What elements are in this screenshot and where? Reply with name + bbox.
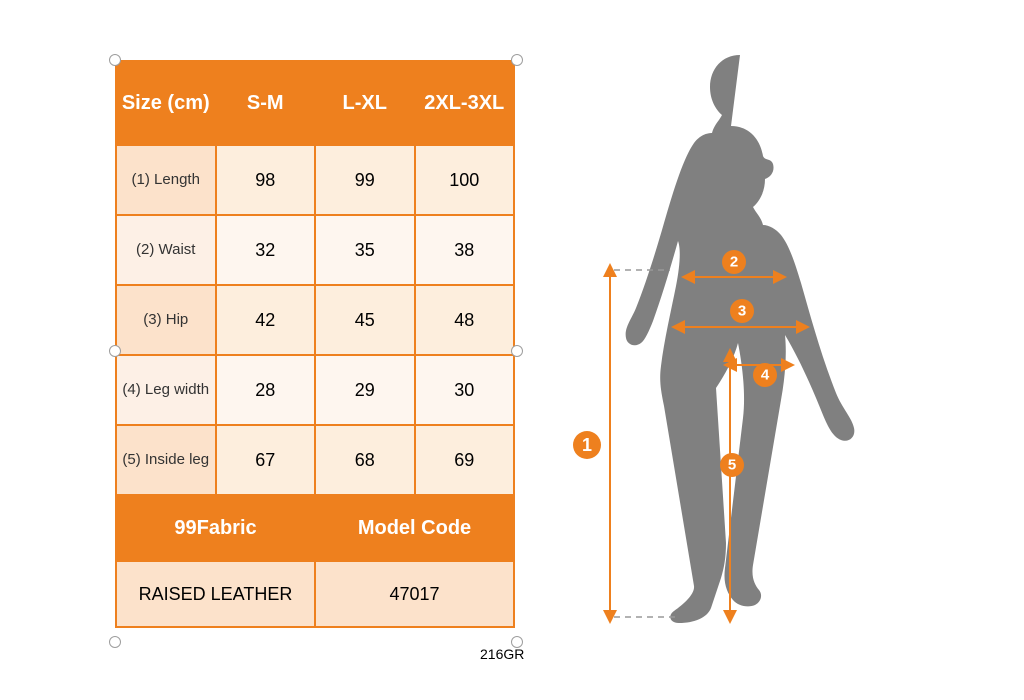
footer-val-model: 47017: [315, 561, 514, 627]
cell: 67: [216, 425, 316, 495]
size-table-wrap: Size (cm) S-M L-XL 2XL-3XL (1) Length 98…: [115, 60, 515, 628]
col-2xl: 2XL-3XL: [415, 61, 515, 145]
cell: 69: [415, 425, 515, 495]
resize-handle[interactable]: [511, 345, 523, 357]
cell: 48: [415, 285, 515, 355]
cell: 99: [315, 145, 415, 215]
row-label: (4) Leg width: [116, 355, 216, 425]
cell: 100: [415, 145, 515, 215]
table-row: (2) Waist 32 35 38: [116, 215, 514, 285]
table-row: (3) Hip 42 45 48: [116, 285, 514, 355]
silhouette-icon: [626, 55, 855, 623]
row-label: (2) Waist: [116, 215, 216, 285]
badge-2: 2: [722, 250, 746, 274]
row-label: (1) Length: [116, 145, 216, 215]
cell: 30: [415, 355, 515, 425]
cell: 68: [315, 425, 415, 495]
resize-handle[interactable]: [109, 345, 121, 357]
body-figure: 1 2 3 4 5: [570, 45, 950, 655]
footer-val-fabric: RAISED LEATHER: [116, 561, 315, 627]
row-label: (3) Hip: [116, 285, 216, 355]
badge-3: 3: [730, 299, 754, 323]
cell: 98: [216, 145, 316, 215]
col-sm: S-M: [216, 61, 316, 145]
badge-5: 5: [720, 453, 744, 477]
cell: 42: [216, 285, 316, 355]
badge-1: 1: [573, 431, 601, 459]
footer-vals-row: RAISED LEATHER 47017: [116, 561, 514, 627]
table-row: (1) Length 98 99 100: [116, 145, 514, 215]
svg-text:5: 5: [728, 457, 736, 474]
cell: 28: [216, 355, 316, 425]
badge-4: 4: [753, 363, 777, 387]
cell: 38: [415, 215, 515, 285]
svg-text:4: 4: [761, 367, 770, 384]
resize-handle[interactable]: [109, 54, 121, 66]
row-label: (5) Inside leg: [116, 425, 216, 495]
cell: 32: [216, 215, 316, 285]
col-size: Size (cm): [116, 61, 216, 145]
footer-head-fabric: 99Fabric: [116, 495, 315, 561]
table-row: (5) Inside leg 67 68 69: [116, 425, 514, 495]
table-row: (4) Leg width 28 29 30: [116, 355, 514, 425]
cell: 29: [315, 355, 415, 425]
size-chart-canvas: Size (cm) S-M L-XL 2XL-3XL (1) Length 98…: [0, 0, 1024, 700]
resize-handle[interactable]: [109, 636, 121, 648]
col-lxl: L-XL: [315, 61, 415, 145]
svg-text:3: 3: [738, 303, 746, 320]
svg-text:1: 1: [582, 435, 592, 455]
footer-head-row: 99Fabric Model Code: [116, 495, 514, 561]
weight-label: 216GR: [480, 646, 524, 662]
size-table: Size (cm) S-M L-XL 2XL-3XL (1) Length 98…: [115, 60, 515, 628]
size-table-header-row: Size (cm) S-M L-XL 2XL-3XL: [116, 61, 514, 145]
svg-text:2: 2: [730, 254, 738, 271]
resize-handle[interactable]: [511, 54, 523, 66]
footer-head-model: Model Code: [315, 495, 514, 561]
cell: 45: [315, 285, 415, 355]
cell: 35: [315, 215, 415, 285]
